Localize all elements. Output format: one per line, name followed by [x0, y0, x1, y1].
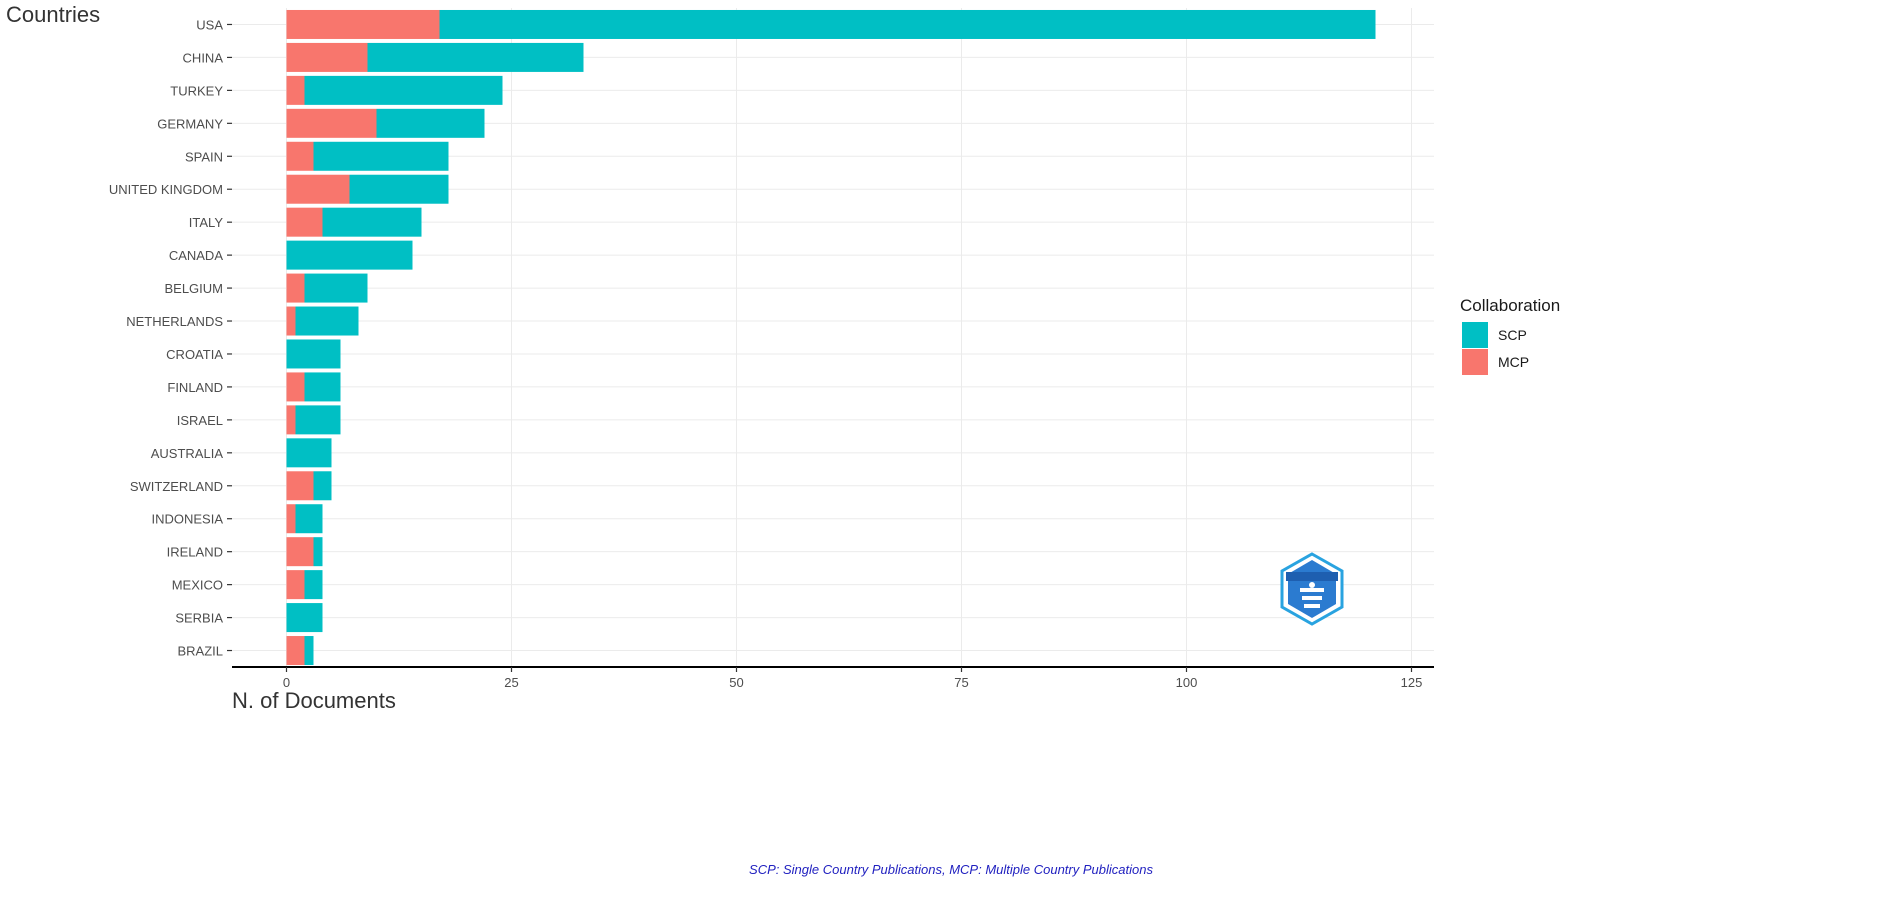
- legend-item-scp: SCP: [1462, 322, 1527, 348]
- y-tick-label-finland: FINLAND: [167, 380, 223, 395]
- bar-mcp-china: [286, 42, 368, 72]
- y-tick-label-italy: ITALY: [189, 215, 224, 230]
- y-tick-label-switzerland: SWITZERLAND: [130, 479, 223, 494]
- y-tick-label-brazil: BRAZIL: [177, 644, 223, 659]
- bar-scp-indonesia: [295, 504, 323, 534]
- y-tick-label-canada: CANADA: [169, 248, 224, 263]
- y-tick-label-belgium: BELGIUM: [164, 281, 223, 296]
- x-tick-label-0: 0: [283, 675, 290, 690]
- bar-mcp-turkey: [286, 75, 305, 105]
- bar-scp-usa: [439, 9, 1376, 39]
- y-tick-label-usa: USA: [196, 17, 223, 32]
- legend-item-mcp: MCP: [1462, 349, 1529, 375]
- y-tick-label-netherlands: NETHERLANDS: [126, 314, 223, 329]
- bar-scp-germany: [376, 108, 485, 138]
- y-tick-label-indonesia: INDONESIA: [151, 512, 223, 527]
- bar-mcp-belgium: [286, 273, 305, 303]
- bar-mcp-switzerland: [286, 471, 314, 501]
- chart-caption: SCP: Single Country Publications, MCP: M…: [749, 862, 1153, 877]
- y-tick-label-serbia: SERBIA: [175, 611, 223, 626]
- bar-mcp-mexico: [286, 570, 305, 600]
- legend-label-mcp: MCP: [1498, 354, 1530, 370]
- bar-mcp-netherlands: [286, 306, 296, 336]
- x-tick-label-100: 100: [1176, 675, 1198, 690]
- legend-swatch-scp: [1462, 322, 1488, 348]
- y-tick-label-israel: ISRAEL: [177, 413, 223, 428]
- bar-mcp-ireland: [286, 537, 314, 567]
- bar-mcp-spain: [286, 141, 314, 171]
- bar-scp-china: [367, 42, 584, 72]
- bar-mcp-finland: [286, 372, 305, 402]
- y-tick-label-ireland: IRELAND: [167, 545, 223, 560]
- y-tick-label-spain: SPAIN: [185, 149, 223, 164]
- x-tick-label-75: 75: [954, 675, 968, 690]
- x-tick-label-25: 25: [504, 675, 518, 690]
- bar-scp-turkey: [304, 75, 503, 105]
- bar-scp-finland: [304, 372, 341, 402]
- legend-title: Collaboration: [1460, 296, 1561, 315]
- legend-swatch-mcp: [1462, 349, 1488, 375]
- bar-scp-switzerland: [313, 471, 332, 501]
- bar-mcp-brazil: [286, 636, 305, 666]
- y-axis-title: Countries: [6, 2, 101, 27]
- bar-mcp-indonesia: [286, 504, 296, 534]
- bar-scp-mexico: [304, 570, 323, 600]
- bar-scp-ireland: [313, 537, 323, 567]
- bar-mcp-united-kingdom: [286, 174, 350, 204]
- y-tick-label-australia: AUSTRALIA: [151, 446, 224, 461]
- bibliometrix-logo-icon: [1280, 552, 1344, 626]
- bar-mcp-israel: [286, 405, 296, 435]
- x-tick-label-50: 50: [729, 675, 743, 690]
- bar-scp-croatia: [286, 339, 341, 369]
- legend-label-scp: SCP: [1498, 327, 1527, 343]
- y-tick-label-united-kingdom: UNITED KINGDOM: [109, 182, 223, 197]
- bar-scp-brazil: [304, 636, 314, 666]
- bar-scp-spain: [313, 141, 449, 171]
- bar-mcp-germany: [286, 108, 377, 138]
- bar-mcp-italy: [286, 207, 323, 237]
- bar-scp-italy: [322, 207, 422, 237]
- y-tick-label-croatia: CROATIA: [166, 347, 223, 362]
- bar-scp-canada: [286, 240, 413, 270]
- bar-scp-united-kingdom: [349, 174, 449, 204]
- bar-mcp-usa: [286, 9, 440, 39]
- bar-scp-belgium: [304, 273, 368, 303]
- y-tick-label-china: CHINA: [183, 50, 224, 65]
- y-tick-label-germany: GERMANY: [157, 116, 223, 131]
- y-tick-label-turkey: TURKEY: [170, 83, 223, 98]
- bar-scp-serbia: [286, 603, 323, 633]
- x-axis-title: N. of Documents: [232, 688, 396, 713]
- bar-scp-australia: [286, 438, 332, 468]
- x-tick-label-125: 125: [1401, 675, 1423, 690]
- bar-scp-netherlands: [295, 306, 359, 336]
- bar-scp-israel: [295, 405, 341, 435]
- y-tick-label-mexico: MEXICO: [172, 578, 223, 593]
